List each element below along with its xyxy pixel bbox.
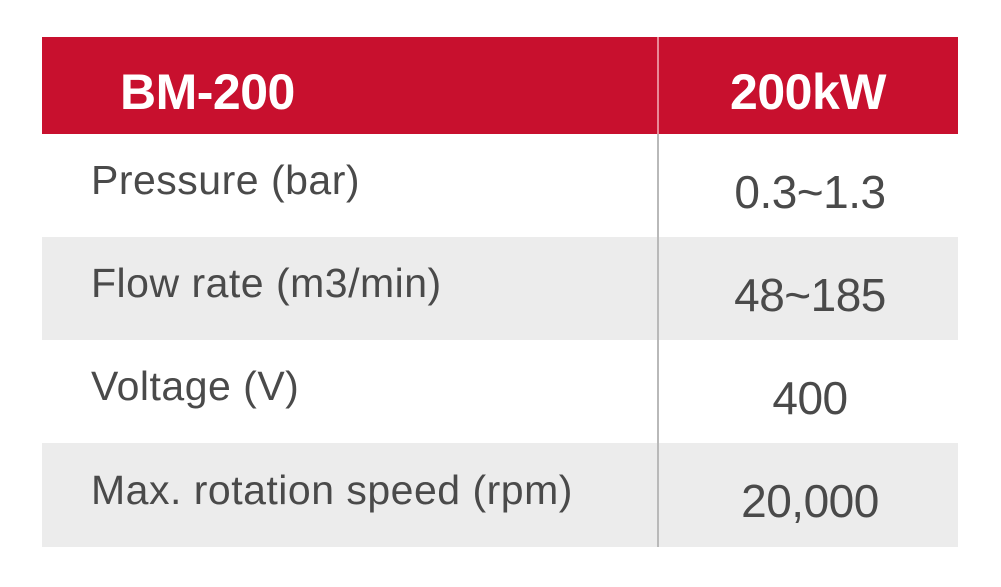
row-label: Pressure (bar) — [91, 157, 361, 203]
row-label: Voltage (V) — [91, 363, 300, 409]
table-row: Flow rate (m3/min) 48~185 — [42, 237, 958, 340]
header-model-cell: BM-200 — [42, 37, 658, 134]
row-value-cell: 20,000 — [658, 443, 958, 547]
header-power-cell: 200kW — [658, 37, 958, 134]
table-row: Pressure (bar) 0.3~1.3 — [42, 134, 958, 237]
row-value: 20,000 — [741, 475, 879, 527]
column-divider — [657, 37, 659, 547]
header-column-divider — [657, 37, 659, 134]
row-label-cell: Voltage (V) — [42, 340, 658, 443]
spec-table: BM-200 200kW Pressure (bar) 0.3~1.3 Flow… — [42, 37, 958, 547]
row-value-cell: 400 — [658, 340, 958, 443]
row-label: Max. rotation speed (rpm) — [91, 466, 573, 513]
row-value-cell: 0.3~1.3 — [658, 134, 958, 237]
power-rating: 200kW — [730, 63, 886, 120]
row-value: 400 — [772, 371, 848, 424]
row-label-cell: Pressure (bar) — [42, 134, 658, 237]
table-header-row: BM-200 200kW — [42, 37, 958, 134]
row-label: Flow rate (m3/min) — [91, 260, 442, 306]
row-value: 0.3~1.3 — [734, 165, 886, 218]
row-label-cell: Flow rate (m3/min) — [42, 237, 658, 340]
model-name: BM-200 — [120, 63, 295, 120]
row-label-cell: Max. rotation speed (rpm) — [42, 443, 658, 547]
table-row: Max. rotation speed (rpm) 20,000 — [42, 443, 958, 547]
row-value: 48~185 — [734, 268, 886, 321]
table-row: Voltage (V) 400 — [42, 340, 958, 443]
row-value-cell: 48~185 — [658, 237, 958, 340]
